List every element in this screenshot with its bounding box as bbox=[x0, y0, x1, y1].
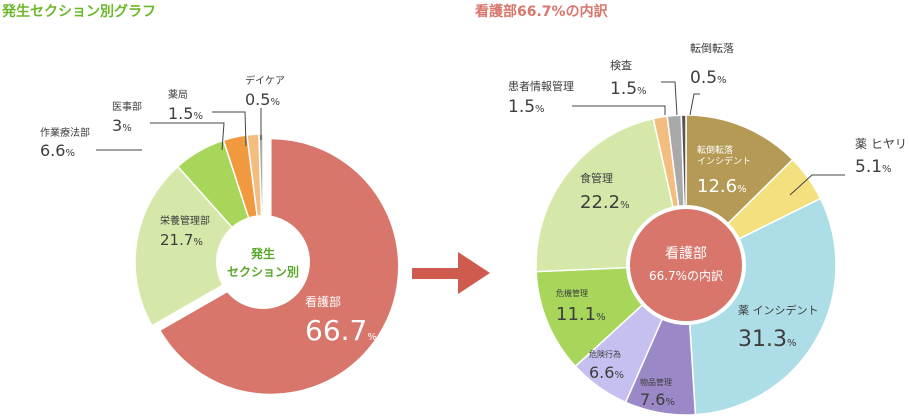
patient-info-name: 患者情報管理 bbox=[508, 79, 574, 93]
medical-affairs-value: 3% bbox=[112, 116, 132, 135]
leader-line bbox=[212, 111, 247, 147]
leader-line bbox=[572, 105, 666, 115]
leader-line bbox=[150, 122, 225, 151]
drug-incident-value: 31.3% bbox=[738, 327, 797, 352]
patient-info-value: 1.5% bbox=[508, 97, 545, 117]
crisis-mgmt-value: 11.1% bbox=[556, 304, 606, 325]
risky-behavior-name: 危険行為 bbox=[589, 349, 621, 359]
meal-mgmt-value: 22.2% bbox=[580, 192, 630, 213]
fall-incident-name: 転倒転落インシデント bbox=[697, 144, 751, 167]
supply-mgmt-name: 物品管理 bbox=[640, 377, 672, 387]
left-pie-slice bbox=[134, 165, 265, 327]
left-center-line2: セクション別 bbox=[227, 265, 299, 279]
supply-mgmt-value: 7.6% bbox=[640, 390, 675, 409]
risky-behavior-value: 6.6% bbox=[589, 363, 624, 382]
leader-lines bbox=[96, 81, 845, 196]
leader-line bbox=[661, 81, 678, 116]
nursing-name: 看護部 bbox=[305, 294, 341, 309]
daycare-name: デイケア bbox=[245, 74, 285, 87]
drug-nearmiss-value: 5.1% bbox=[855, 157, 892, 177]
nursing-value: 66.7% bbox=[305, 314, 377, 347]
inspection-name: 検査 bbox=[610, 58, 632, 72]
slice-labels: 看護部 66.7% 栄養管理部 21.7% 作業療法部 6.6% 医事部 3% 薬局 1.5% デイ… bbox=[40, 42, 907, 409]
right-chart-title: 看護部66.7%の内訳 bbox=[474, 3, 609, 20]
meal-mgmt-name: 食管理 bbox=[580, 171, 613, 185]
fall-value: 0.5% bbox=[690, 68, 727, 88]
left-center-line1: 発生 bbox=[250, 246, 275, 261]
occupational-value: 6.6% bbox=[40, 141, 75, 160]
occupational-name: 作業療法部 bbox=[40, 126, 90, 139]
nutrition-name: 栄養管理部 bbox=[160, 214, 210, 227]
medical-affairs-name: 医事部 bbox=[112, 100, 142, 113]
pharmacy-value: 1.5% bbox=[168, 104, 203, 123]
fall-name: 転倒転落 bbox=[690, 42, 734, 55]
inspection-value: 1.5% bbox=[610, 79, 647, 99]
drug-nearmiss-name: 薬 ヒヤリ bbox=[855, 137, 907, 151]
fall-incident-value: 12.6% bbox=[697, 176, 747, 197]
leader-line bbox=[789, 174, 845, 196]
nutrition-value: 21.7% bbox=[160, 231, 203, 249]
pharmacy-name: 薬局 bbox=[168, 89, 188, 101]
arrow-icon bbox=[412, 252, 490, 294]
right-center-line1: 看護部 bbox=[665, 246, 707, 262]
daycare-value: 0.5% bbox=[245, 90, 280, 109]
crisis-mgmt-name: 危機管理 bbox=[556, 288, 588, 298]
right-center-line2: 66.7%の内訳 bbox=[649, 268, 723, 283]
drug-incident-name: 薬 インシデント bbox=[738, 303, 819, 317]
left-chart-title: 発生セクション別グラフ bbox=[1, 3, 156, 20]
leader-line bbox=[689, 93, 700, 116]
left-center-circle bbox=[216, 215, 310, 309]
right-center-circle bbox=[626, 205, 746, 325]
